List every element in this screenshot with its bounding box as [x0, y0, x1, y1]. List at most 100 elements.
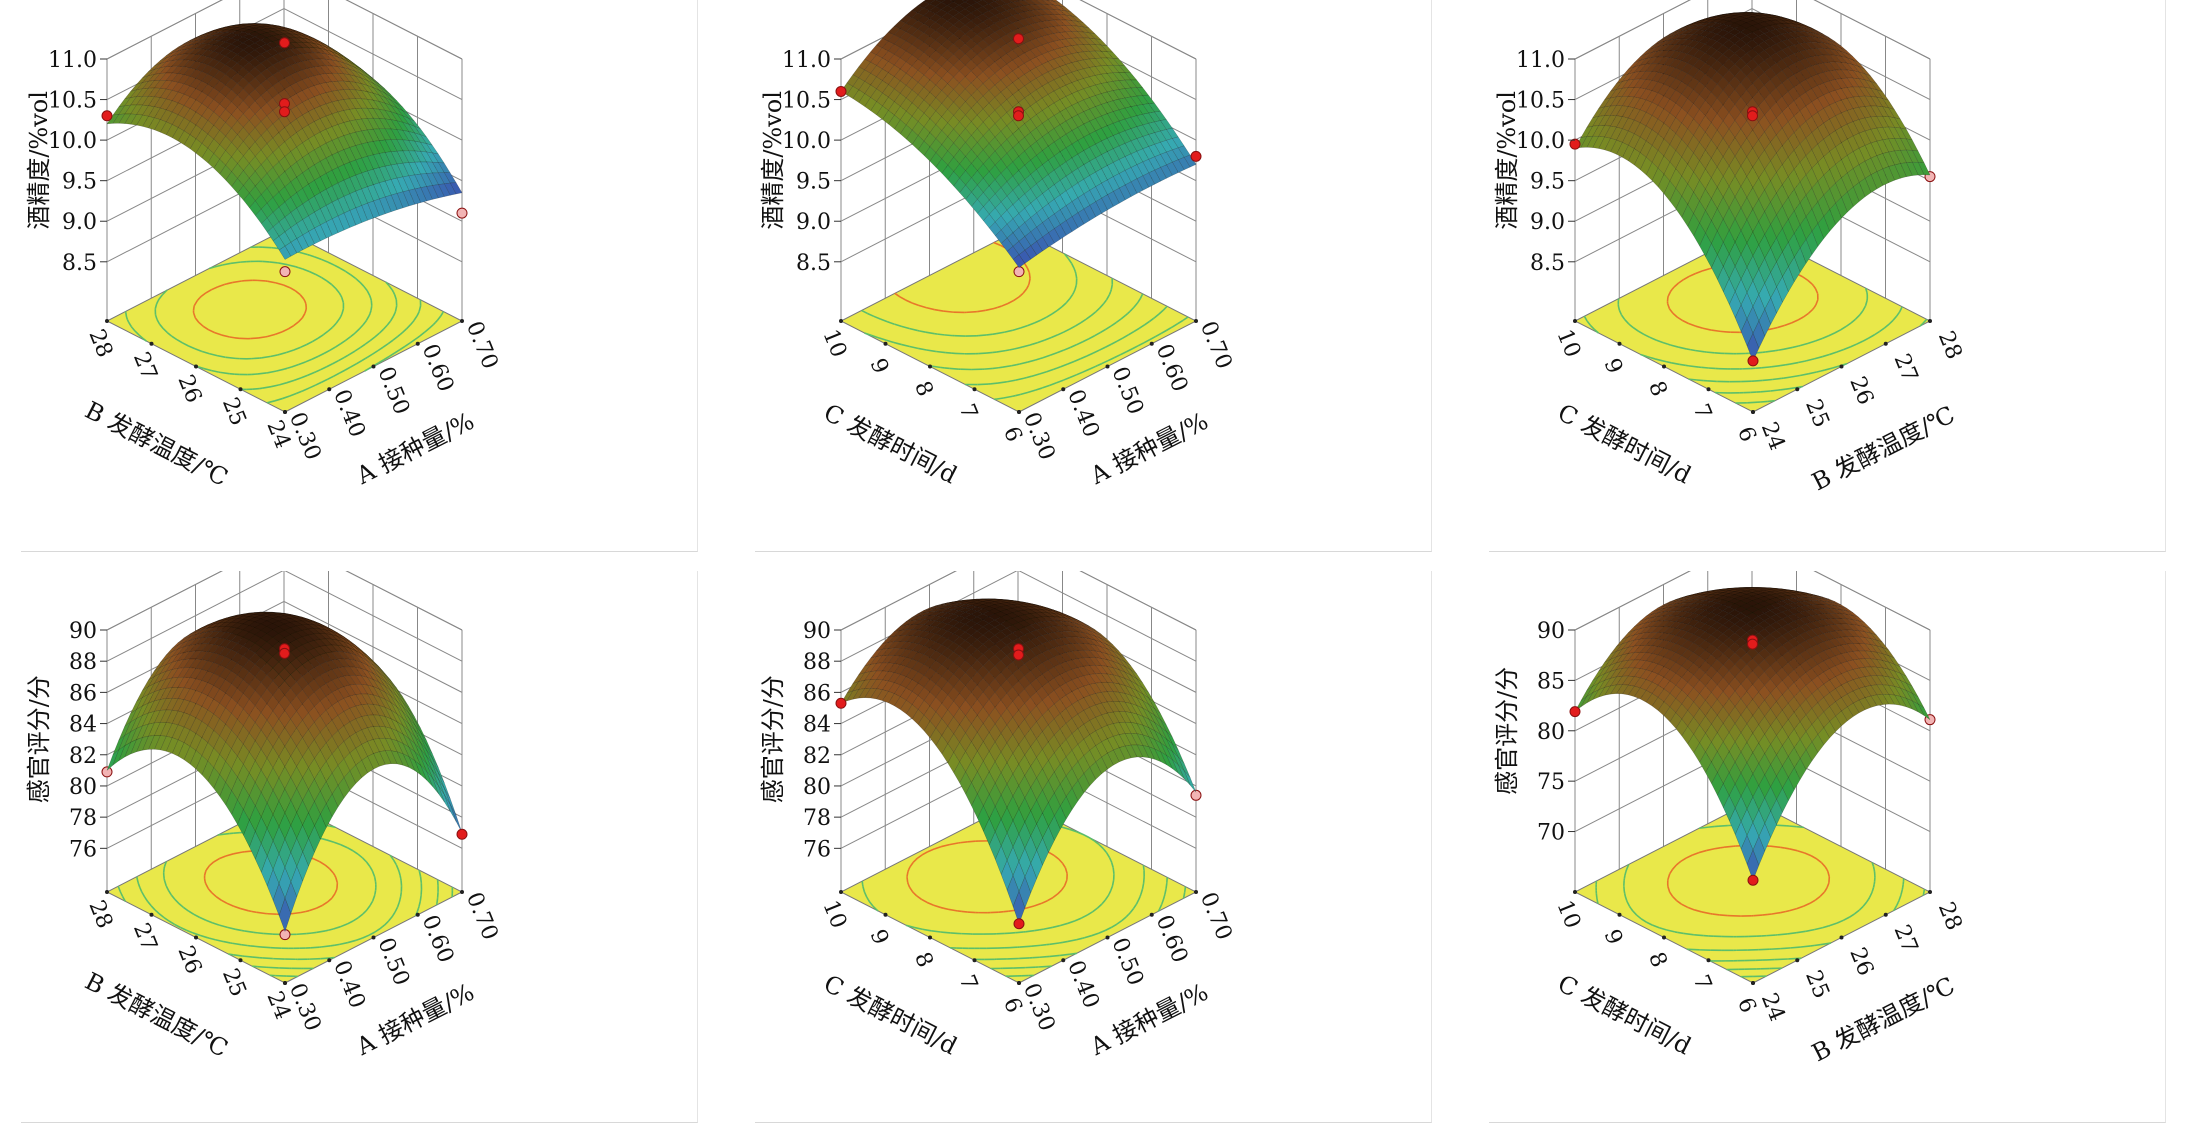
surface-patch — [1876, 127, 1889, 141]
surface-patch — [243, 819, 256, 848]
surface-patch — [319, 709, 333, 727]
surface-patch — [1065, 71, 1078, 84]
surface-patch — [284, 687, 297, 704]
surface-patch — [1788, 256, 1801, 283]
contour-segment — [208, 889, 213, 894]
contour-segment — [1053, 367, 1058, 371]
surface-patch — [1023, 10, 1037, 18]
contour-segment — [365, 356, 368, 360]
contour-segment — [388, 285, 393, 291]
chart-panel-alcohol-a-b: 8.5 9.0 9.5 10.0 10.5 11.0 酒精度/%vol 24 25 26 27 28 0… — [21, 0, 698, 552]
contour-segment — [211, 892, 217, 898]
contour-segment — [341, 308, 345, 315]
surface-patch — [1882, 106, 1895, 119]
surface-patch — [355, 729, 368, 745]
surface-patch — [290, 865, 303, 898]
surface-patch — [313, 700, 327, 717]
contour-segment — [274, 397, 283, 402]
surface-patch — [349, 98, 362, 109]
surface-patch — [384, 118, 398, 130]
surface-patch — [1799, 174, 1813, 196]
contour-segment — [1832, 365, 1841, 369]
surface-patch — [1864, 174, 1878, 193]
surface-patch — [337, 644, 351, 654]
surface-patch — [1000, 237, 1014, 252]
surface-patch — [1876, 116, 1890, 128]
axis-tick-mark — [415, 341, 420, 346]
surface-patch — [1083, 204, 1097, 221]
surface-patch — [1136, 87, 1149, 96]
surface-patch — [1107, 176, 1120, 192]
contour-segment — [267, 280, 277, 284]
contour-segment — [283, 367, 288, 370]
contour-segment — [867, 312, 875, 318]
surface-patch — [1663, 65, 1677, 76]
contour-segment — [119, 890, 122, 894]
surface-patch — [1036, 150, 1049, 166]
surface-patch — [1142, 112, 1155, 124]
contour-segment — [361, 357, 367, 362]
surface-patch — [283, 627, 297, 635]
surface-patch — [1083, 133, 1096, 148]
contour-segment — [333, 372, 340, 377]
contour-segment — [1056, 379, 1064, 384]
contour-segment — [158, 294, 163, 300]
surface-patch — [206, 39, 220, 46]
contour-segment — [220, 899, 228, 905]
surface-patch — [1148, 169, 1161, 185]
surface-patch — [367, 154, 380, 170]
surface-patch — [1053, 165, 1067, 181]
surface-patch — [1794, 247, 1807, 273]
surface-patch — [308, 195, 321, 213]
contour-segment — [256, 279, 266, 282]
contour-segment — [1028, 272, 1031, 279]
surface-patch — [314, 224, 327, 242]
surface-patch — [319, 65, 333, 74]
contour-segment — [216, 354, 226, 358]
contour-segment — [207, 888, 210, 891]
surface-patch — [1782, 241, 1795, 268]
surface-patch — [278, 897, 292, 933]
surface-patch — [1752, 13, 1765, 16]
surface-patch — [296, 676, 309, 690]
contour-segment — [1050, 334, 1058, 339]
surface-patch — [266, 97, 280, 111]
surface-patch — [319, 92, 333, 105]
surface-patch — [1799, 120, 1813, 139]
contour-segment — [293, 321, 299, 327]
surface-patch — [414, 161, 427, 175]
contour-segment — [1042, 384, 1050, 389]
surface-patch — [1106, 90, 1120, 101]
surface-patch — [313, 146, 327, 162]
contour-segment — [1046, 313, 1053, 318]
contour-segment — [949, 367, 959, 370]
contour-segment — [350, 363, 357, 368]
surface-patch — [272, 882, 286, 917]
contour-segment — [362, 910, 367, 915]
surface-patch — [1686, 29, 1700, 35]
contour-segment — [173, 923, 181, 929]
contour-segment — [930, 365, 941, 369]
contour-segment — [1761, 366, 1770, 369]
chart-panel-sensory-a-c: 76 78 80 82 84 86 88 90 感官评分/分 6 7 8 9 10 0.30 0.40 0.50… — [755, 571, 1432, 1123]
surface-patch — [367, 753, 380, 770]
surface-patch — [195, 755, 209, 776]
surface-patch — [325, 735, 339, 755]
contour-segment — [250, 337, 259, 340]
contour-segment — [313, 858, 321, 863]
surface-patch — [911, 38, 925, 49]
surface-patch — [1775, 40, 1789, 50]
surface-patch — [1077, 68, 1090, 79]
contour-segment — [1098, 346, 1106, 351]
z-tick-label: 8.5 — [1530, 251, 1565, 276]
contour-segment — [1668, 308, 1674, 314]
left-axis-tick-label: 25 — [217, 394, 251, 429]
surface-patch — [1775, 19, 1789, 24]
contour-segment — [1007, 299, 1015, 305]
surface-patch — [413, 125, 428, 138]
contour-segment — [1701, 366, 1709, 369]
surface-patch — [1023, 31, 1037, 42]
contour-segment — [416, 335, 421, 339]
surface-patch — [1047, 68, 1061, 81]
surface-patch — [1645, 43, 1658, 52]
